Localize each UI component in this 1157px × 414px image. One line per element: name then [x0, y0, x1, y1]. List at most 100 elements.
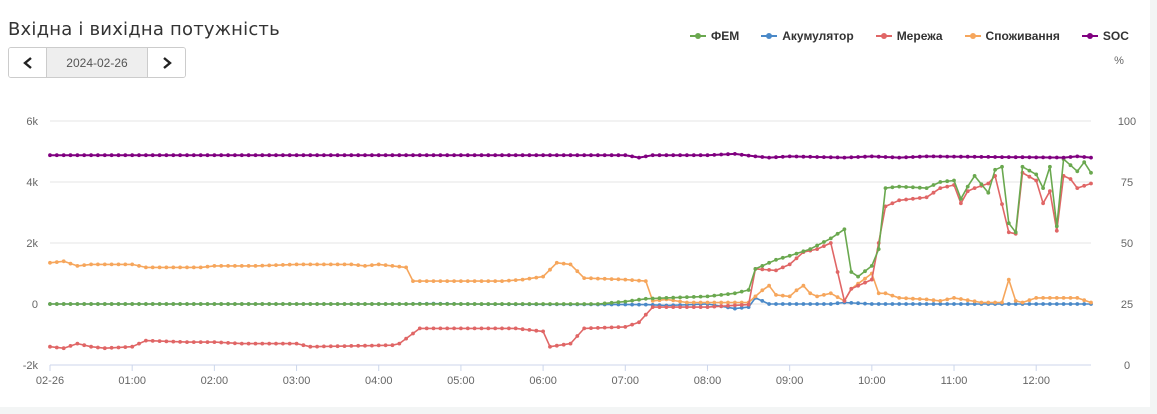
y-right-unit-label: %	[1114, 55, 1124, 67]
series-4-point	[328, 262, 333, 267]
series-4-point	[479, 279, 484, 283]
x-tick-label: 08:00	[694, 375, 722, 387]
series-1-point	[739, 289, 744, 294]
series-4-point	[1068, 296, 1073, 300]
series-3-point	[424, 326, 429, 331]
series-1-point	[253, 302, 258, 306]
series-4-point	[637, 278, 641, 283]
series-5-point	[1034, 155, 1039, 160]
legend-item-2[interactable]: Акумулятор	[761, 29, 854, 43]
series-1-point	[917, 185, 922, 190]
series-5-point	[719, 152, 724, 157]
series-4-point	[1048, 296, 1052, 300]
series-1-point	[431, 302, 436, 306]
series-3-line	[49, 172, 1092, 349]
y-right-tick-label: 75	[1121, 177, 1133, 189]
series-3-point	[376, 343, 381, 348]
series-3-point	[1041, 201, 1045, 206]
series-5-point	[726, 152, 730, 157]
series-2-point	[952, 302, 956, 306]
series-4-point	[534, 275, 539, 280]
series-5-point	[780, 154, 785, 159]
series-5-point	[623, 153, 628, 158]
series-3-point	[54, 345, 59, 350]
series-3-point	[972, 186, 977, 191]
series-1-point	[534, 302, 539, 306]
legend-item-3[interactable]: Мережа	[875, 29, 943, 43]
series-5-point	[205, 153, 210, 158]
series-5-point	[1020, 155, 1025, 160]
legend-item-1[interactable]: ФЕМ	[690, 29, 739, 43]
series-3-point	[233, 341, 237, 346]
series-3-point	[616, 325, 621, 329]
series-1-point	[342, 302, 347, 306]
series-5-point	[191, 153, 196, 158]
series-1-point	[308, 302, 313, 306]
series-5-point	[828, 155, 833, 160]
series-4-point	[959, 297, 963, 301]
series-2-point	[787, 302, 792, 306]
series-4-point	[1061, 296, 1066, 300]
series-1-point	[452, 302, 456, 306]
series-4-point	[924, 297, 929, 302]
series-4-point	[507, 278, 511, 283]
series-3-point	[917, 196, 922, 200]
legend-item-4[interactable]: Споживання	[964, 29, 1060, 43]
series-4-point	[691, 300, 696, 305]
series-5-point	[849, 155, 854, 160]
series-5-point	[233, 153, 237, 158]
chevron-right-icon	[162, 56, 172, 69]
date-display[interactable]: 2024-02-26	[46, 48, 148, 77]
series-5-point	[1082, 155, 1087, 159]
series-4-point	[561, 261, 566, 266]
series-2-point	[835, 301, 840, 306]
series-2-point	[924, 302, 929, 306]
series-5-point	[972, 154, 977, 159]
prev-day-button[interactable]	[9, 48, 46, 77]
series-5-point	[897, 155, 902, 160]
series-1-point	[363, 302, 367, 306]
series-1-point	[637, 297, 641, 302]
series-3-point	[678, 305, 682, 309]
next-day-button[interactable]	[148, 48, 185, 77]
series-4-point	[417, 279, 422, 283]
series-1-point	[897, 184, 902, 189]
series-3-point	[205, 340, 210, 344]
x-tick-label: 02-26	[36, 375, 64, 387]
series-5-point	[513, 153, 518, 158]
series-1-point	[383, 302, 388, 306]
series-3-point	[390, 343, 395, 348]
series-4-point	[322, 262, 326, 267]
series-5-point	[746, 153, 751, 158]
series-4-point	[383, 263, 388, 267]
series-3-point	[116, 345, 121, 350]
series-4-point	[678, 299, 682, 304]
series-3-point	[938, 186, 943, 191]
series-3-point	[561, 342, 566, 347]
series-4-point	[96, 262, 100, 267]
legend-item-5[interactable]: SOC	[1081, 29, 1129, 43]
series-1-point	[822, 240, 826, 244]
series-4-point	[287, 262, 292, 267]
series-5-point	[808, 154, 813, 159]
date-navigator: 2024-02-26	[8, 47, 186, 78]
series-5-point	[705, 153, 710, 158]
series-1-point	[68, 302, 73, 306]
series-5-point	[856, 155, 860, 159]
series-5-point	[219, 153, 224, 158]
series-5-point	[198, 153, 203, 158]
series-5-point	[370, 153, 374, 158]
series-2-point	[1054, 302, 1059, 306]
series-4-point	[500, 279, 504, 283]
series-3-point	[479, 326, 484, 331]
series-5-point	[185, 153, 189, 158]
series-5-point	[1068, 155, 1073, 159]
series-5-point	[363, 153, 367, 158]
series-1-point	[137, 302, 141, 306]
series-4-point	[178, 265, 183, 270]
series-1-point	[157, 302, 162, 306]
series-3-point	[705, 305, 710, 309]
series-4-point	[150, 265, 155, 270]
series-5-point	[869, 154, 874, 159]
series-4-point	[520, 277, 525, 282]
